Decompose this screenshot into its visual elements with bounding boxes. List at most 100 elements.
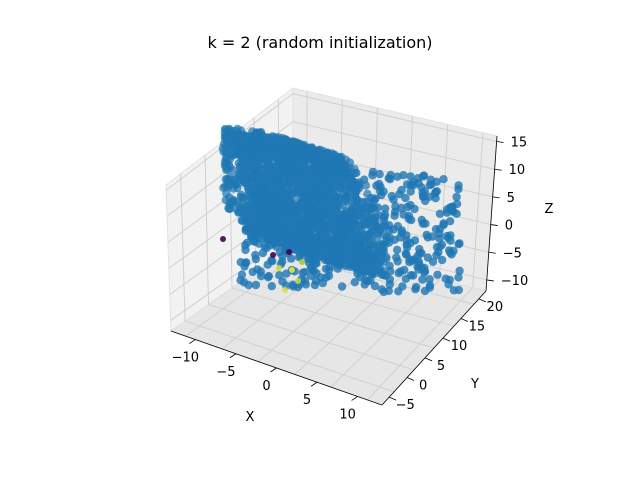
data-point [432,187,442,196]
data-point [309,245,318,254]
data-point [238,130,248,140]
data-point [293,283,303,292]
data-point [356,205,365,214]
data-point [224,203,233,213]
data-point [331,231,341,240]
data-point [221,195,230,205]
data-point [303,254,313,263]
data-point [298,268,307,277]
y-axis-label: Y [470,377,479,392]
y-tick-label: 10 [451,339,468,354]
data-point [325,161,334,170]
data-point [335,217,345,226]
data-point [414,179,423,188]
data-point [350,278,359,287]
data-point [296,184,305,193]
data-point [306,186,316,195]
data-point [368,226,377,236]
data-point [275,271,284,280]
data-point [255,153,265,162]
data-point [397,185,406,195]
data-point [379,287,389,297]
data-point [249,236,258,246]
data-point [324,185,333,194]
data-point [325,265,334,275]
data-point [428,232,437,241]
data-point [389,225,398,234]
data-point [278,257,287,266]
data-point [381,221,390,230]
z-axis-label: Z [545,202,554,217]
data-point [278,277,287,286]
data-point [270,252,276,258]
data-point [445,246,454,255]
data-point [337,158,346,167]
x-tick-label: 0 [262,379,270,394]
data-point [299,259,305,265]
data-point [253,216,262,226]
data-point [339,235,348,244]
data-point [326,169,335,178]
data-point [251,254,260,264]
data-point [376,265,385,275]
data-point [421,196,430,206]
data-point [258,187,267,196]
data-point [386,267,395,276]
data-points [218,124,464,297]
data-point [360,275,370,284]
data-point [382,233,391,242]
data-point [302,228,311,238]
data-point [445,217,455,226]
x-tick-label: 10 [339,407,356,422]
data-point [227,129,236,138]
data-point [308,234,317,243]
data-point [341,191,351,200]
data-point [401,274,411,283]
data-point [319,152,328,162]
data-point [276,140,285,149]
data-point [223,177,232,186]
data-point [425,275,434,284]
data-point [425,281,435,290]
data-point [401,193,410,203]
data-point [394,268,403,278]
z-tick-label: 15 [511,136,528,151]
data-point [345,215,355,224]
data-point [312,259,321,268]
data-point [276,238,285,248]
data-point [231,174,240,183]
data-point [302,210,311,219]
data-point [339,226,348,235]
data-point [264,165,273,174]
data-point [360,175,369,184]
data-point [355,231,364,240]
data-point [316,273,325,282]
data-point [259,194,269,203]
data-point [242,211,251,220]
data-point [408,271,418,280]
data-point [324,271,334,281]
data-point [236,258,245,267]
data-point [247,173,256,182]
data-point [367,269,376,278]
data-point [337,282,347,291]
data-point [343,170,352,179]
x-tick-label: −5 [216,365,235,380]
data-point [276,265,282,271]
data-point [454,240,463,249]
data-point [338,242,348,251]
data-point [321,239,330,248]
z-tick-label: 0 [505,219,513,234]
data-point [286,177,295,186]
data-point [357,253,366,263]
data-point [244,280,253,290]
data-point [375,258,384,267]
data-point [435,242,445,251]
data-point [378,240,387,249]
data-point [418,275,427,284]
data-point [295,278,301,284]
data-point [282,207,292,216]
data-point [294,219,304,228]
data-point [240,152,249,162]
